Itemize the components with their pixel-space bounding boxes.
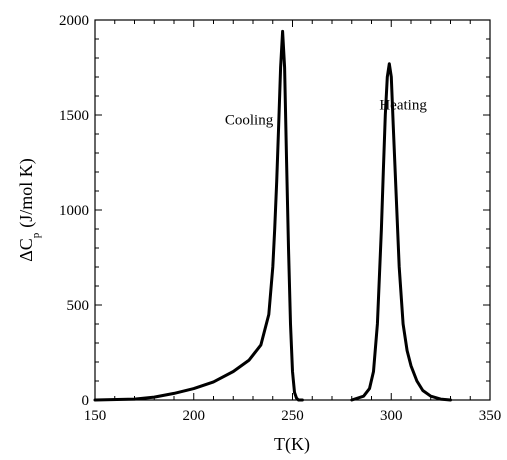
x-tick-label: 250 xyxy=(281,408,304,424)
x-axis-title: T(K) xyxy=(274,434,310,455)
y-tick-label: 2000 xyxy=(59,13,89,29)
y-axis-title: ΔCp (J/mol K) xyxy=(16,158,42,262)
x-tick-label: 200 xyxy=(183,408,206,424)
y-tick-label: 1000 xyxy=(59,203,89,219)
y-tick-label: 0 xyxy=(82,393,90,409)
x-tick-label: 300 xyxy=(380,408,403,424)
y-tick-label: 500 xyxy=(67,298,90,314)
y-axis-title-main: ΔC xyxy=(16,238,36,262)
y-tick-label: 1500 xyxy=(59,108,89,124)
svg-text:ΔCp(J/mol K): ΔCp (J/mol K) xyxy=(16,158,42,262)
annotation-heating: Heating xyxy=(379,97,427,113)
series-line-cooling xyxy=(95,31,302,400)
y-axis-title-rest: (J/mol K) xyxy=(16,158,37,228)
x-tick-label: 350 xyxy=(479,408,502,424)
x-tick-label: 150 xyxy=(84,408,107,424)
annotations-group: Cooling Heating xyxy=(225,97,427,128)
y-axis-title-sub: p xyxy=(30,232,42,238)
series-line-heating xyxy=(352,64,451,400)
annotation-cooling: Cooling xyxy=(225,113,274,129)
series-group xyxy=(95,31,451,400)
